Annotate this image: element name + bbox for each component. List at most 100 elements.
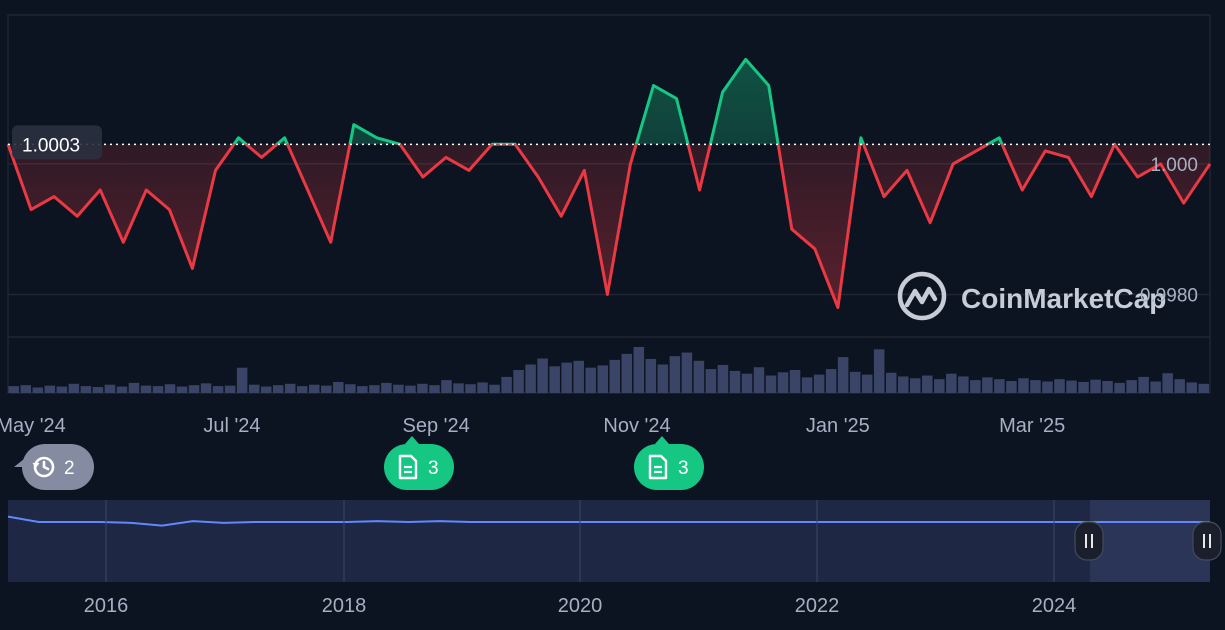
volume-bar <box>164 384 176 393</box>
x-tick-label: Jan '25 <box>806 415 870 437</box>
volume-bar <box>20 385 32 393</box>
volume-bar <box>885 372 897 393</box>
volume-bar <box>80 386 92 393</box>
volume-bar <box>393 384 404 393</box>
volume-bar <box>621 353 633 393</box>
price-areas <box>8 59 1210 308</box>
y-tick-label: 0.9980 <box>1140 286 1198 307</box>
volume-bar <box>369 385 380 393</box>
volume-bar <box>549 366 560 393</box>
x-tick-label: Nov '24 <box>603 415 670 437</box>
volume-bar <box>693 360 705 393</box>
volume-bar <box>1150 381 1161 393</box>
volume-bar <box>873 349 885 393</box>
volume-bar <box>405 385 416 393</box>
volume-bar <box>417 383 428 393</box>
volume-bar <box>333 381 344 393</box>
volume-bars <box>8 347 1209 393</box>
volume-bar <box>849 371 861 393</box>
document-icon <box>398 454 418 480</box>
volume-bar <box>1042 381 1053 393</box>
volume-bar <box>1018 378 1029 393</box>
volume-bar <box>236 367 248 393</box>
volume-bar <box>537 358 548 393</box>
volume-bar <box>645 358 657 393</box>
volume-bar <box>453 383 464 393</box>
navigator-tick-label: 2022 <box>795 595 840 617</box>
volume-bar <box>56 386 68 393</box>
volume-bar <box>32 387 44 393</box>
range-navigator[interactable]: 2016 2018 2020 2022 2024 <box>7 500 1222 617</box>
volume-bar <box>296 386 308 393</box>
volume-bar <box>525 364 536 393</box>
volume-bar <box>1198 383 1209 393</box>
volume-bar <box>92 387 104 393</box>
volume-bar <box>260 386 272 393</box>
event-badge[interactable]: 2 <box>14 444 94 490</box>
event-badge[interactable]: 3 <box>384 436 454 490</box>
volume-bar <box>910 378 921 393</box>
navigator-tick-label: 2016 <box>84 595 129 617</box>
volume-bar <box>284 383 296 393</box>
event-badge[interactable]: 3 <box>634 436 704 490</box>
volume-bar <box>934 379 945 393</box>
volume-bar <box>970 380 981 393</box>
volume-bar <box>489 384 500 393</box>
coinmarketcap-logo-icon <box>897 271 947 321</box>
volume-bar <box>272 385 284 393</box>
volume-bar <box>813 374 825 393</box>
volume-bar <box>573 360 584 393</box>
x-tick-label: Mar '25 <box>999 415 1065 437</box>
volume-bar <box>8 386 20 393</box>
volume-bar <box>212 386 224 393</box>
event-badges[interactable]: 2 3 3 <box>14 436 704 490</box>
navigator-handle-right[interactable] <box>1192 521 1222 561</box>
volume-bar <box>861 374 873 393</box>
volume-bar <box>825 369 837 393</box>
volume-bar <box>633 347 645 393</box>
volume-bar <box>248 384 260 393</box>
volume-bar <box>345 384 356 393</box>
volume-bar <box>1054 379 1065 393</box>
volume-bar <box>946 373 957 393</box>
volume-bar <box>657 364 669 393</box>
x-tick-label: Jul '24 <box>203 415 260 437</box>
current-value-tag <box>12 125 102 160</box>
volume-bar <box>152 386 164 393</box>
volume-bar <box>561 362 572 393</box>
volume-bar <box>1174 379 1185 393</box>
volume-bar <box>321 385 332 393</box>
volume-bar <box>429 385 440 393</box>
volume-bar <box>585 367 596 393</box>
price-line-down <box>6 144 1212 310</box>
volume-bar <box>982 377 993 393</box>
volume-bar <box>597 365 608 393</box>
navigator-handle-left[interactable] <box>1074 521 1104 561</box>
current-value-label: 1.0003 <box>22 135 80 156</box>
volume-bar <box>1102 381 1113 393</box>
volume-bar <box>128 382 140 393</box>
volume-bar <box>1186 382 1197 393</box>
volume-bar <box>1126 380 1137 393</box>
volume-bar <box>777 372 789 393</box>
volume-bar <box>789 370 801 393</box>
volume-bar <box>357 386 368 393</box>
volume-bar <box>837 357 849 393</box>
volume-bar <box>441 380 452 393</box>
volume-bar <box>224 385 236 393</box>
volume-bar <box>741 373 753 393</box>
badge-count: 3 <box>678 458 689 479</box>
volume-bar <box>681 352 693 393</box>
volume-bar <box>765 375 777 393</box>
navigator-selection[interactable] <box>1090 500 1210 582</box>
volume-bar <box>140 385 152 393</box>
volume-bar <box>801 377 813 393</box>
volume-bar <box>1090 379 1101 393</box>
volume-bar <box>1114 382 1125 393</box>
volume-bar <box>1078 381 1089 393</box>
badge-count: 3 <box>428 458 439 479</box>
baseline: 1.0003 <box>8 125 1210 160</box>
volume-bar <box>116 386 128 393</box>
x-tick-label: Sep '24 <box>403 415 470 437</box>
